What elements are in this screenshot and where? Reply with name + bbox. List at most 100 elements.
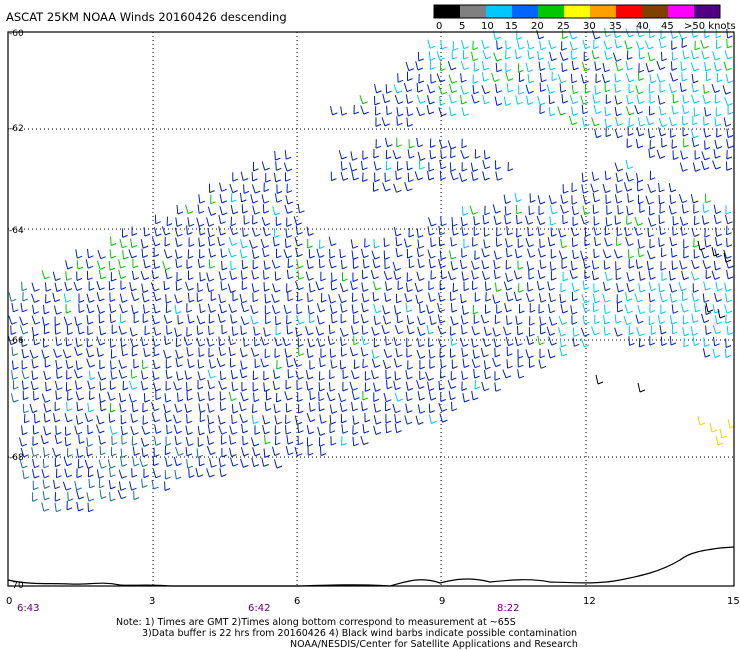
wind-barb (219, 182, 227, 192)
wind-barb (175, 217, 183, 227)
wind-barb (184, 403, 192, 413)
wind-barb (448, 74, 458, 84)
wind-barb (273, 369, 281, 380)
wind-barb (428, 217, 437, 227)
wind-barb (647, 129, 655, 139)
wind-barb (438, 402, 448, 412)
wind-barb (352, 272, 359, 282)
wind-barb (130, 338, 139, 348)
wind-barb (392, 150, 402, 160)
wind-barb (438, 258, 446, 269)
wind-barb (364, 412, 371, 423)
wind-barb (86, 358, 95, 368)
wind-barb (265, 314, 271, 325)
wind-barb (320, 271, 326, 282)
wind-barb (393, 358, 402, 368)
wind-barb (339, 248, 346, 259)
wind-barb (571, 50, 578, 60)
wind-barb (131, 402, 139, 413)
wind-barb (494, 371, 501, 381)
wind-barb (360, 435, 369, 446)
wind-barb (558, 327, 567, 337)
wind-barb (452, 41, 459, 51)
wind-barb (153, 304, 161, 314)
wind-barb (528, 205, 535, 216)
wind-barb (305, 326, 314, 336)
wind-barb (55, 390, 62, 400)
wind-barb (481, 248, 490, 258)
wind-barb (703, 84, 710, 94)
wind-barb (546, 84, 555, 94)
wind-barb (692, 162, 701, 172)
wind-barb (461, 106, 470, 117)
wind-barb (307, 305, 315, 315)
wind-barb (263, 182, 270, 192)
wind-barb (537, 335, 545, 346)
wind-barb (187, 358, 195, 369)
wind-barb (539, 348, 546, 359)
wind-barb (471, 260, 480, 270)
wind-barb (430, 74, 437, 84)
wind-barb (151, 480, 159, 490)
wind-barb (109, 380, 116, 390)
wind-barb (594, 128, 602, 139)
wind-barb (679, 216, 689, 226)
wind-barb (625, 172, 634, 182)
wind-barb (429, 359, 435, 369)
wind-barb (262, 247, 270, 258)
wind-barb (186, 391, 193, 401)
wind-barb (317, 426, 326, 436)
wind-barb (713, 62, 722, 72)
wind-barb (415, 294, 424, 304)
wind-barb (98, 435, 106, 445)
legend-colorbar (433, 4, 721, 19)
wind-barb (373, 238, 380, 249)
wind-barb (165, 457, 173, 467)
wind-barb (186, 382, 193, 392)
wind-barb (373, 392, 379, 402)
wind-barb (485, 292, 491, 302)
wind-barb (165, 436, 172, 446)
wind-barb (328, 382, 336, 392)
wind-barb (571, 315, 578, 325)
wind-barb (591, 326, 600, 336)
wind-barb (197, 258, 205, 269)
wind-barb (31, 282, 40, 292)
wind-barb (318, 258, 326, 269)
wind-barb (702, 348, 711, 358)
wind-barb (669, 72, 679, 82)
wind-barb (429, 138, 436, 148)
wind-barb (228, 303, 237, 313)
wind-barb (678, 194, 688, 204)
wind-barb (295, 225, 303, 235)
wind-barb (560, 282, 567, 293)
note-line: 3)Data buffer is 22 hrs from 20160426 4)… (142, 628, 577, 639)
wind-barb (614, 95, 623, 105)
wind-barb (207, 369, 216, 379)
wind-barb (373, 403, 381, 413)
wind-barb (98, 314, 105, 324)
wind-barb (416, 137, 424, 148)
wind-barb (701, 160, 710, 171)
wind-barb (471, 171, 479, 181)
wind-barb (516, 214, 523, 225)
wind-barb (701, 50, 710, 60)
wind-barb (120, 280, 127, 290)
wind-barb (319, 239, 325, 249)
wind-barb (628, 259, 635, 269)
wind-barb (658, 127, 667, 137)
wind-barb (648, 281, 657, 292)
wind-barb (199, 272, 206, 282)
wind-barb (140, 336, 149, 347)
wind-barb (228, 346, 236, 357)
wind-barb (691, 292, 700, 302)
wind-barb (428, 259, 436, 269)
wind-barb (206, 337, 215, 347)
wind-barb (206, 272, 215, 282)
wind-barb (645, 115, 655, 126)
wind-barb (393, 336, 402, 347)
wind-barb (184, 370, 192, 380)
wind-barb (162, 261, 171, 271)
wind-barb (320, 348, 327, 358)
wind-barb (693, 204, 699, 214)
